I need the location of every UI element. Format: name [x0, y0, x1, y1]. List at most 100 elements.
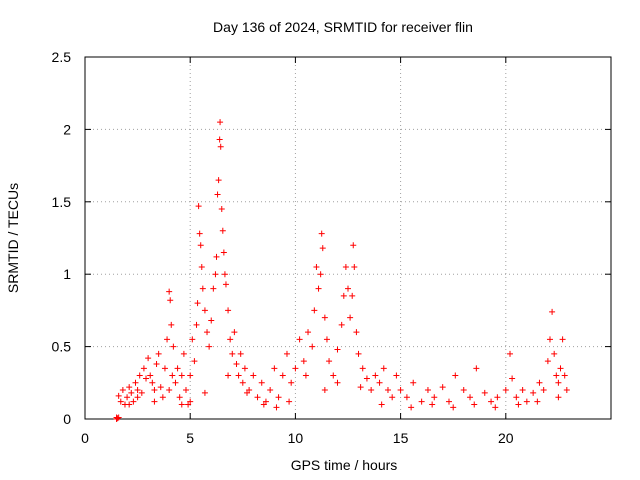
data-point [302, 372, 309, 379]
data-point [213, 253, 220, 260]
x-tick-label: 0 [81, 430, 89, 446]
data-point [210, 285, 217, 292]
data-point [492, 404, 499, 411]
data-point [355, 350, 362, 357]
data-point [424, 387, 431, 394]
data-point [126, 384, 133, 391]
tick-labels: 0 5 10 15 20 0 0.5 1 1.5 2 2.5 [52, 49, 514, 446]
data-point [198, 263, 205, 270]
data-point [201, 307, 208, 314]
data-point [557, 365, 564, 372]
data-point [450, 404, 457, 411]
data-point [231, 329, 238, 336]
x-tick-label: 20 [498, 430, 514, 446]
data-point [187, 398, 194, 405]
data-point [273, 404, 280, 411]
data-point [235, 372, 242, 379]
data-point [191, 358, 198, 365]
data-point [353, 329, 360, 336]
y-tick-label: 2.5 [52, 49, 72, 65]
data-point [563, 387, 570, 394]
data-point [199, 285, 206, 292]
data-points [113, 119, 570, 422]
data-point [170, 343, 177, 350]
data-point [471, 401, 478, 408]
data-point [254, 394, 261, 401]
data-point [275, 394, 282, 401]
data-point [164, 336, 171, 343]
data-point [136, 372, 143, 379]
y-tick-label: 1.5 [52, 194, 72, 210]
data-point [338, 321, 345, 328]
data-point [561, 372, 568, 379]
data-point [174, 365, 181, 372]
data-point [323, 336, 330, 343]
data-point [429, 401, 436, 408]
data-point [544, 358, 551, 365]
data-point [326, 358, 333, 365]
data-point [509, 375, 516, 382]
data-point [151, 398, 158, 405]
data-point [115, 392, 122, 399]
data-point [286, 398, 293, 405]
data-point [515, 401, 522, 408]
data-point [182, 387, 189, 394]
data-point [540, 387, 547, 394]
data-point [321, 387, 328, 394]
data-point [229, 350, 236, 357]
data-point [502, 387, 509, 394]
data-point [189, 336, 196, 343]
data-point [147, 372, 154, 379]
data-point [239, 379, 246, 386]
data-point [241, 365, 248, 372]
data-point [178, 372, 185, 379]
data-point [553, 372, 560, 379]
data-point [309, 343, 316, 350]
data-point [319, 245, 326, 252]
data-point [519, 387, 526, 394]
data-point [267, 387, 274, 394]
data-point [219, 227, 226, 234]
data-point [408, 404, 415, 411]
data-point [258, 379, 265, 386]
y-axis-label: SRMTID / TECUs [5, 183, 21, 293]
data-point [149, 379, 156, 386]
data-point [410, 379, 417, 386]
data-point [227, 336, 234, 343]
data-point [117, 398, 124, 405]
x-tick-label: 10 [288, 430, 304, 446]
data-point [378, 401, 385, 408]
data-point [315, 285, 322, 292]
data-point [300, 358, 307, 365]
data-point [220, 249, 227, 256]
data-point [138, 389, 145, 396]
data-point [351, 263, 358, 270]
data-point [193, 321, 200, 328]
data-point [134, 387, 141, 394]
data-point [357, 384, 364, 391]
data-point [403, 394, 410, 401]
data-point [216, 136, 223, 143]
data-point [167, 297, 174, 304]
data-point [452, 372, 459, 379]
data-point [151, 387, 158, 394]
data-point [217, 143, 224, 150]
data-point [431, 394, 438, 401]
data-point [288, 379, 295, 386]
x-axis-label: GPS time / hours [291, 457, 398, 473]
data-point [126, 401, 133, 408]
data-point [313, 263, 320, 270]
data-point [222, 281, 229, 288]
data-point [534, 398, 541, 405]
axes [84, 56, 612, 420]
data-point [481, 389, 488, 396]
data-point [195, 203, 202, 210]
data-point [311, 307, 318, 314]
data-point [250, 372, 257, 379]
data-point [555, 394, 562, 401]
data-point [368, 387, 375, 394]
data-point [172, 379, 179, 386]
data-point [221, 271, 228, 278]
data-point [372, 372, 379, 379]
data-point [161, 365, 168, 372]
